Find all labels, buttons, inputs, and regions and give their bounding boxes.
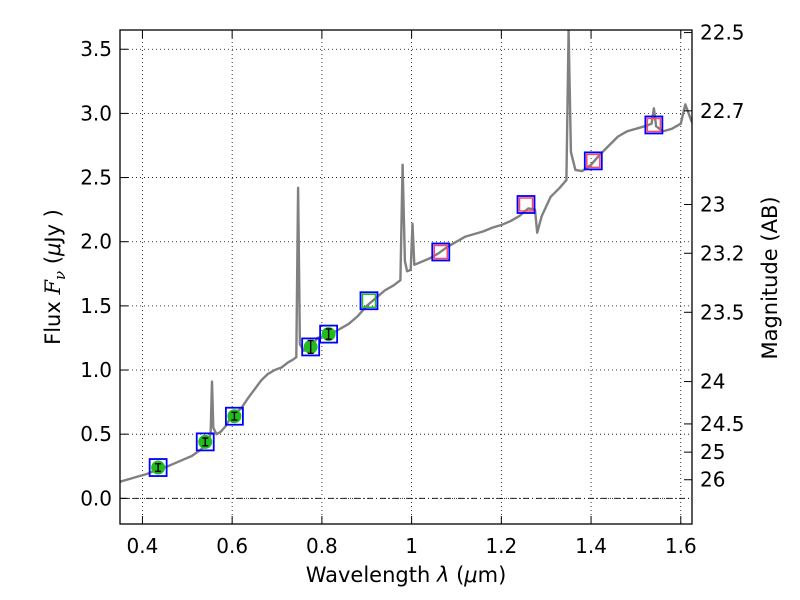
y2-tick-label: 23.2 — [700, 241, 745, 265]
x-tick-label: 1.6 — [665, 534, 697, 558]
y-tick-label: 2.0 — [80, 230, 112, 254]
x-tick-label: 0.6 — [216, 534, 248, 558]
x-tick-label: 0.4 — [127, 534, 159, 558]
y2-axis-label: Magnitude (AB) — [758, 196, 782, 359]
y2-tick-label: 23 — [700, 193, 725, 217]
x-axis-label: Wavelength λ (μm) — [306, 563, 507, 587]
x-tick-label: 1.2 — [485, 534, 517, 558]
x-tick-label: 1.4 — [575, 534, 607, 558]
model-bandpass-marker — [359, 291, 379, 311]
upper-limit-marker — [433, 244, 449, 260]
y2-tick-label: 22.5 — [700, 21, 745, 45]
x-tick-label: 1 — [405, 534, 418, 558]
y-axis-label: Flux Fν (μJy ) — [41, 209, 69, 345]
model-bandpass-marker — [644, 115, 664, 135]
model-bandpass-marker — [301, 337, 321, 357]
model-bandpass-marker — [516, 195, 536, 214]
y2-tick-label: 24.5 — [700, 412, 745, 436]
x-axis-ticks: 0.4 0.6 0.8 1 1.2 1.4 1.6 — [127, 30, 697, 558]
data-series — [120, 30, 692, 483]
y-tick-label: 1.5 — [80, 294, 112, 318]
model-bandpass-marker — [224, 406, 244, 426]
upper-limit-marker — [518, 197, 534, 212]
plot-area — [120, 30, 692, 483]
y2-tick-label: 24 — [700, 370, 725, 394]
y-tick-label: 3.5 — [80, 37, 112, 61]
y-axis-ticks: 0.0 0.5 1.0 1.5 2.0 2.5 3.0 3.5 — [80, 37, 128, 510]
y2-tick-label: 26 — [700, 468, 725, 492]
model-bandpass-marker — [319, 324, 339, 344]
model-bandpass-marker — [431, 242, 451, 262]
y2-tick-label: 22.7 — [700, 99, 745, 123]
y2-tick-label: 25 — [700, 440, 725, 464]
weak-detection-marker — [361, 293, 377, 308]
axes-frame — [119, 29, 693, 525]
grid — [120, 30, 692, 524]
y2-axis-ticks: 22.5 22.7 23 23.2 23.5 24 24.5 25 26 — [684, 21, 745, 492]
upper-limit-marker — [646, 117, 662, 133]
y-tick-label: 0.0 — [80, 486, 112, 510]
x-tick-label: 0.8 — [306, 534, 338, 558]
upper-limit-marker — [586, 153, 601, 169]
y-tick-label: 1.0 — [80, 358, 112, 382]
model-bandpass-marker — [148, 458, 168, 477]
model-bandpass-marker — [583, 151, 603, 171]
model-bandpass-marker — [195, 432, 215, 452]
y-tick-label: 2.5 — [80, 166, 112, 190]
y2-tick-label: 23.5 — [700, 300, 745, 324]
y-tick-label: 0.5 — [80, 422, 112, 446]
y-tick-label: 3.0 — [80, 101, 112, 125]
